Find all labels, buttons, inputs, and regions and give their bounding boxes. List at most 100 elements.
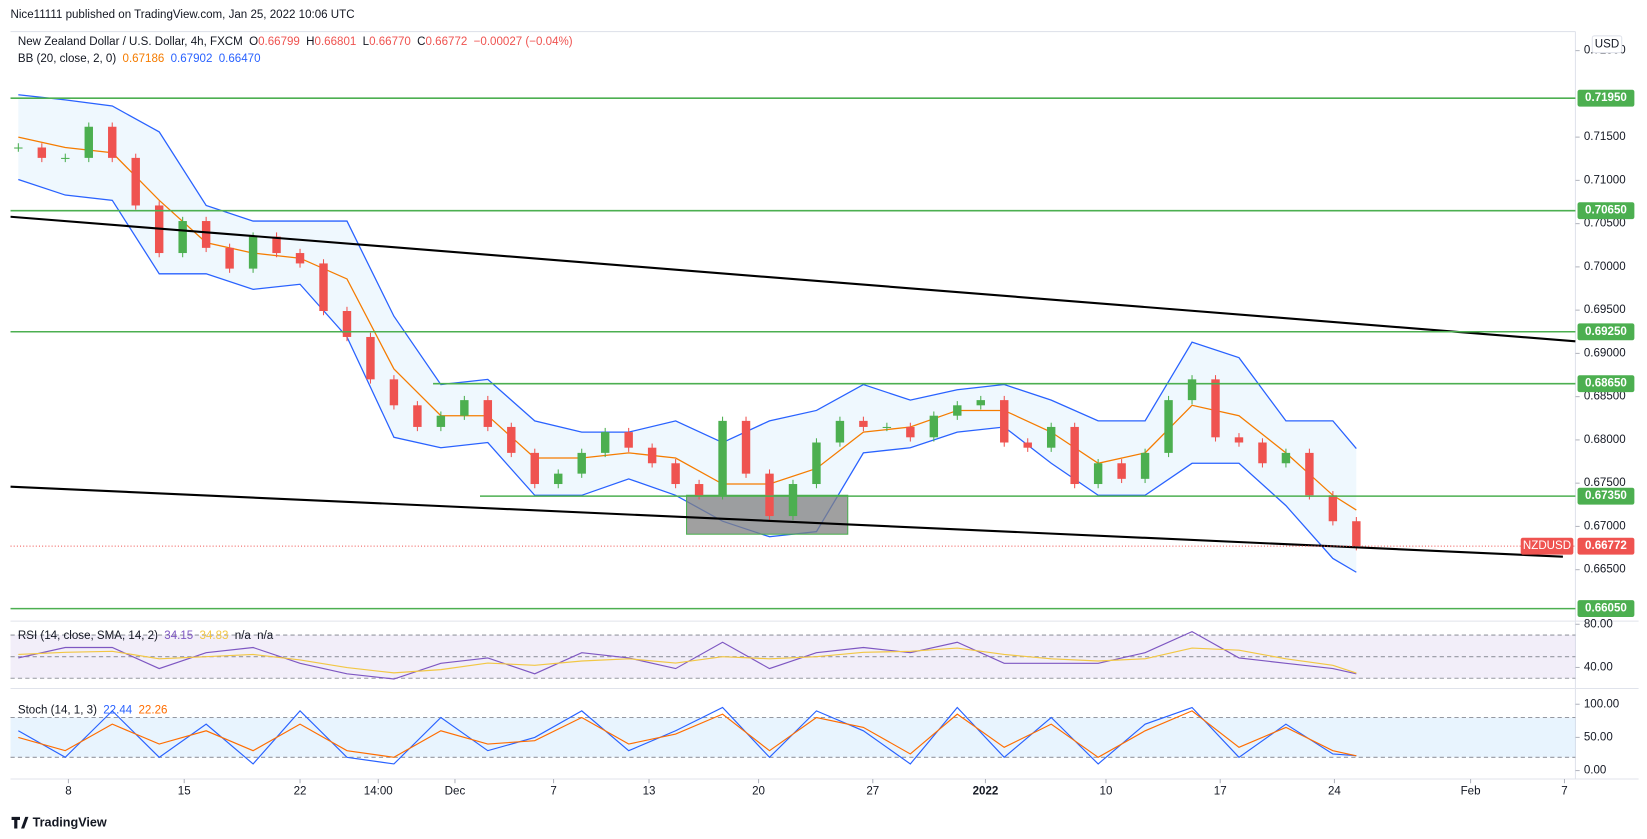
x-tick-label: 13: [643, 786, 656, 798]
level-label: 0.70650: [1585, 205, 1627, 217]
level-label: 0.69250: [1585, 326, 1627, 338]
x-tick-label: 7: [550, 786, 556, 798]
candle-body: [248, 236, 258, 269]
candle-body: [1023, 442, 1032, 448]
candle-body: [1328, 495, 1338, 522]
legend-item: O: [249, 36, 258, 48]
y-tick-label: 0.71500: [1584, 131, 1626, 143]
x-tick-label: 2022: [973, 786, 999, 798]
y-tick-label: 0.00: [1584, 765, 1607, 777]
legend-item: C: [417, 36, 425, 48]
last-price-label: 0.66772: [1585, 540, 1627, 552]
legend-item: 22.44: [103, 705, 132, 717]
candle-body: [131, 157, 140, 206]
x-tick-label: 14:00: [364, 786, 393, 798]
legend-item: New Zealand Dollar / U.S. Dollar, 4h, FX…: [18, 36, 243, 48]
main-pane: [10, 94, 1576, 573]
rsi-line: [18, 630, 1357, 680]
x-tick-label: 24: [1328, 786, 1341, 798]
legend-item: 22.26: [139, 705, 168, 717]
level-label-box: [1577, 202, 1635, 220]
candle-body: [413, 405, 422, 427]
level-label: 0.66050: [1585, 603, 1627, 615]
candle-body: [1281, 452, 1291, 464]
legend-item: 0.67186: [123, 53, 165, 65]
candle-body: [577, 452, 586, 474]
trendline: [10, 215, 1576, 343]
bollinger-upper: [18, 94, 1357, 449]
candle-body: [61, 157, 70, 159]
last-price-name: NZDUSD: [1523, 540, 1571, 552]
candle-body: [295, 253, 305, 264]
candle-body: [1070, 426, 1079, 485]
level-label: 0.68650: [1585, 378, 1627, 390]
y-tick-label: 50.00: [1584, 731, 1613, 743]
legend-item: BB (20, close, 2, 0): [18, 53, 116, 65]
level-label-box: [1577, 487, 1635, 505]
candle-body: [1234, 437, 1244, 443]
currency: USD: [1595, 38, 1619, 50]
stoch-line: [18, 710, 1357, 758]
brand-logo: [11, 816, 29, 829]
candle-body: [436, 415, 446, 427]
candle-body: [671, 463, 680, 485]
candle-body: [1258, 442, 1267, 464]
legend-item: 0.66799: [258, 36, 300, 48]
y-tick-label: 0.70000: [1584, 261, 1626, 273]
candle-body: [1117, 463, 1126, 479]
legend: BB (20, close, 2, 0) 0.67186 0.67902 0.6647…: [18, 53, 261, 65]
brand-name: TradingView: [33, 816, 107, 830]
x-tick-label: 7: [1561, 786, 1567, 798]
legend-item: RSI (14, close, SMA, 14, 2): [18, 630, 158, 642]
legend-item: n/a: [235, 630, 252, 642]
legend-item: 0.67902: [171, 53, 213, 65]
candle-body: [272, 236, 281, 254]
candle-body: [507, 426, 516, 453]
candle-body: [1211, 379, 1220, 438]
candle-body: [694, 484, 704, 496]
legend-item: n/a: [257, 630, 274, 642]
x-tick-label: Dec: [445, 786, 466, 798]
x-tick-label: 22: [294, 786, 307, 798]
candle-body: [1093, 463, 1103, 485]
x-tick-label: Feb: [1461, 786, 1481, 798]
y-tick-label: 0.66500: [1584, 564, 1626, 576]
legend-item: 0.66470: [219, 53, 261, 65]
candle-body: [859, 420, 868, 427]
y-tick-label: 0.67000: [1584, 520, 1626, 532]
level-label: 0.67350: [1585, 490, 1627, 502]
candle-body: [1352, 521, 1361, 547]
legend-item: 0.66772: [426, 36, 468, 48]
candle-body: [178, 221, 187, 254]
attribution: Nice11111 published on TradingView.com, …: [11, 9, 355, 21]
y-tick-label: 0.68000: [1584, 434, 1626, 446]
level-label-box: [1577, 375, 1635, 393]
candle-body: [483, 400, 493, 427]
candle-body: [554, 473, 563, 485]
x-tick-label: 8: [65, 786, 71, 798]
y-tick-label: 0.71000: [1584, 174, 1626, 186]
y-tick-label: 0.67500: [1584, 477, 1626, 489]
last-price-box: [1577, 537, 1635, 555]
candle-body: [788, 484, 798, 517]
stoch-line: [18, 706, 1357, 765]
candle-body: [765, 473, 774, 517]
candle-body: [624, 432, 633, 448]
bollinger-fill: [18, 94, 1357, 573]
candle-body: [953, 405, 962, 416]
candle-body: [1046, 426, 1056, 448]
candle-body: [37, 147, 47, 158]
candle-body: [108, 126, 117, 158]
candle-body: [319, 263, 328, 312]
x-tick-label: 10: [1100, 786, 1113, 798]
y-tick-label: 80.00: [1584, 618, 1613, 630]
legend-item: 0.66801: [315, 36, 357, 48]
level-label-box: [1577, 600, 1635, 618]
level-label-box: [1577, 323, 1635, 341]
candle-body: [1305, 452, 1314, 496]
y-tick-label: 0.69000: [1584, 347, 1626, 359]
legend-item: L: [363, 36, 370, 48]
candle-body: [342, 311, 352, 337]
currency-box: [1591, 35, 1623, 54]
